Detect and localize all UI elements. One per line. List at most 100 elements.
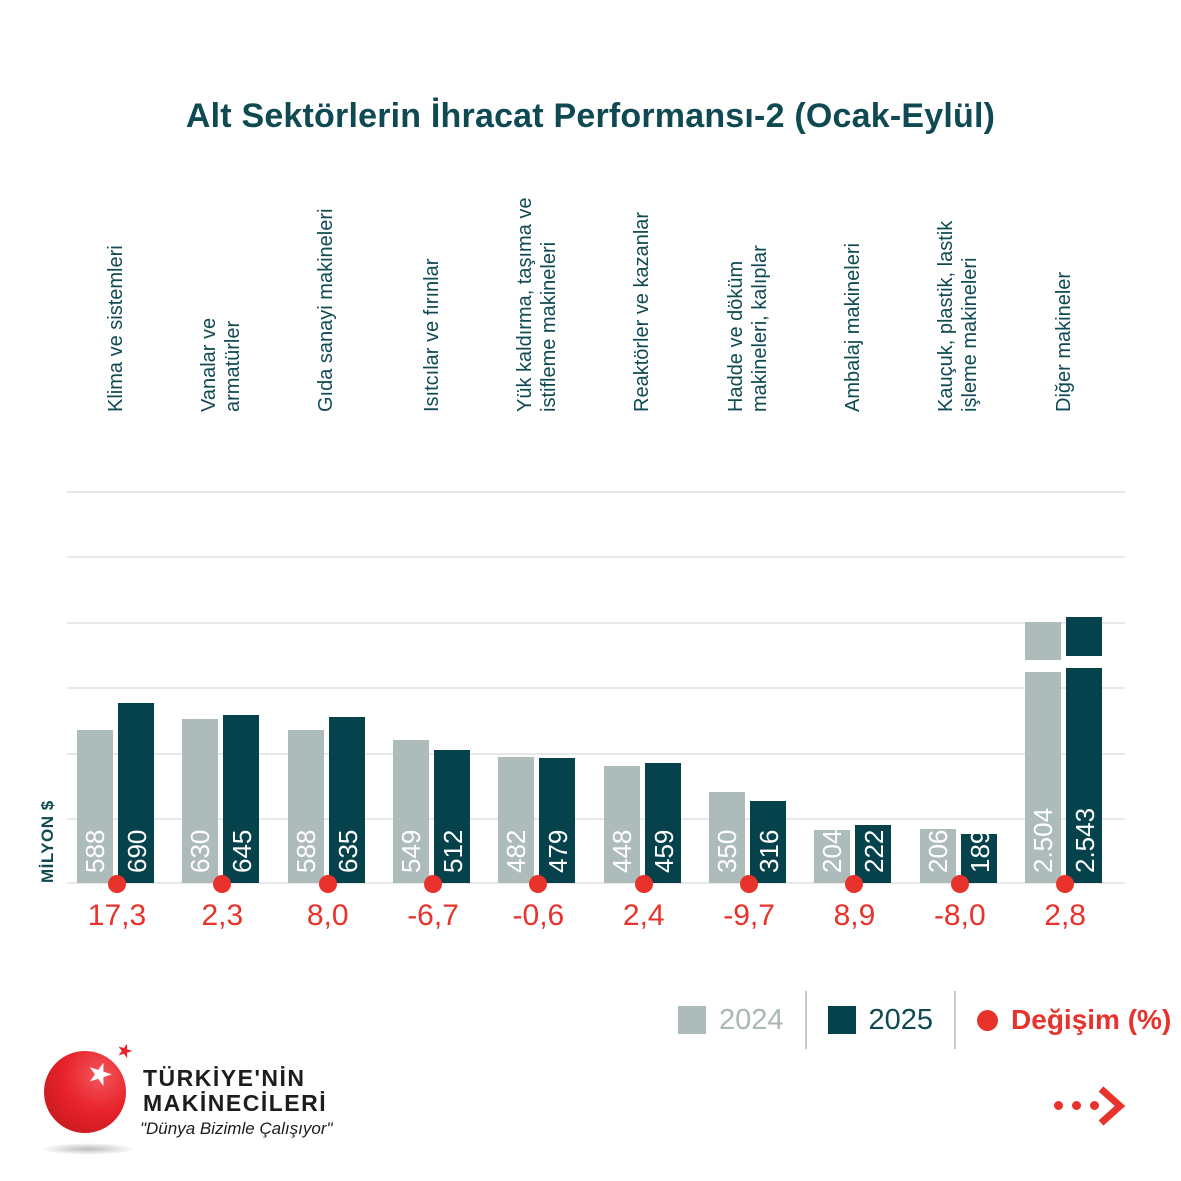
bar-2024 bbox=[498, 757, 535, 883]
gridline bbox=[67, 491, 1125, 493]
bar-value-2025: 189 bbox=[964, 829, 995, 873]
logo-shadow bbox=[40, 1143, 136, 1155]
star-icon: ★ bbox=[113, 1038, 136, 1065]
bar-2024 bbox=[709, 792, 746, 883]
bar-2025 bbox=[328, 717, 365, 883]
next-arrow-icon[interactable] bbox=[1098, 1086, 1126, 1131]
bar-2024 bbox=[393, 740, 430, 883]
change-dot-icon bbox=[529, 875, 548, 893]
brand-logo-icon bbox=[44, 1051, 126, 1133]
legend-swatch-2024-icon bbox=[678, 1006, 706, 1034]
change-percent-label: 17,3 bbox=[87, 899, 147, 932]
change-percent-label: -8,0 bbox=[933, 899, 986, 932]
bar-value-2024: 206 bbox=[922, 829, 953, 873]
bar-2024 bbox=[814, 830, 851, 883]
ellipsis-dot-icon bbox=[1090, 1101, 1099, 1110]
brand-name: TÜRKİYE'NİN MAKİNECİLERİ bbox=[143, 1066, 327, 1116]
y-axis-label: MİLYON $ bbox=[38, 800, 57, 883]
category-label: Gıda sanayi makineleri bbox=[315, 208, 338, 412]
gridline bbox=[67, 556, 1125, 558]
ellipsis-dot-icon bbox=[1054, 1101, 1063, 1110]
bar-2024 bbox=[182, 719, 219, 883]
change-dot-icon bbox=[108, 875, 126, 893]
category-label: Isıtcılar ve fırınlar bbox=[420, 258, 443, 412]
gridline bbox=[67, 818, 1125, 820]
bar-value-2025: 645 bbox=[227, 829, 258, 873]
change-percent-label: 2,3 bbox=[201, 899, 244, 932]
bar-2025 bbox=[223, 715, 260, 883]
bar-2024 bbox=[919, 829, 956, 883]
bar-value-2025: 690 bbox=[122, 829, 152, 873]
change-percent-label: -9,7 bbox=[723, 899, 775, 932]
category-label: Diğer makineler bbox=[1052, 271, 1075, 412]
bar-value-2024: 588 bbox=[290, 829, 321, 873]
category-label: Ambalaj makineleri bbox=[841, 243, 864, 412]
bar-value-2024: 630 bbox=[185, 829, 216, 873]
bar-2025 bbox=[644, 763, 681, 883]
bar-2025 bbox=[1066, 668, 1103, 883]
chart-legend: 2024 2025 Değişim (%) bbox=[678, 991, 1172, 1049]
bar-2025 bbox=[118, 703, 154, 883]
bar-value-2025: 222 bbox=[859, 829, 890, 873]
page-title: Alt Sektörlerin İhracat Performansı-2 (O… bbox=[185, 97, 996, 135]
change-percent-label: 2,4 bbox=[622, 899, 665, 932]
ellipsis-dot-icon bbox=[1072, 1101, 1081, 1110]
change-dot-icon bbox=[845, 875, 864, 893]
legend-label-change: Değişim (%) bbox=[1011, 1004, 1172, 1035]
brand-slogan: "Dünya Bizimle Çalışıyor" bbox=[140, 1119, 333, 1138]
change-dot-icon bbox=[213, 875, 232, 893]
brand-line2: MAKİNECİLERİ bbox=[143, 1090, 328, 1116]
bar-2025 bbox=[434, 750, 471, 883]
bar-value-2025: 479 bbox=[543, 829, 574, 873]
bar-value-2024: 448 bbox=[606, 829, 637, 873]
bar-2025 bbox=[960, 834, 997, 883]
change-dot-icon bbox=[1056, 875, 1075, 893]
gridline bbox=[67, 622, 1125, 624]
bar-value-2025: 512 bbox=[438, 829, 469, 873]
bar-value-2024: 2.504 bbox=[1028, 807, 1059, 873]
bar-2025 bbox=[750, 801, 787, 883]
bar-value-2025: 2.543 bbox=[1070, 807, 1101, 873]
change-dot-icon bbox=[318, 875, 337, 893]
change-dot-icon bbox=[950, 875, 969, 893]
bar-value-2024: 588 bbox=[80, 829, 110, 873]
category-label: Kauçuk, plastik, lastik işleme makineleri bbox=[935, 220, 982, 412]
change-dot-icon bbox=[740, 875, 759, 893]
category-label: Klima ve sistemleri bbox=[104, 245, 127, 412]
legend-change-dot-icon bbox=[977, 1009, 999, 1031]
category-label: Hadde ve döküm makineleri, kalıplar bbox=[724, 245, 771, 412]
category-label: Yük kaldırma, taşıma ve istifleme makinel… bbox=[513, 197, 560, 412]
bar-2024 bbox=[1025, 672, 1062, 883]
bar-2024 bbox=[77, 730, 113, 883]
legend-label-2025: 2025 bbox=[868, 1003, 934, 1036]
category-label: Reaktörler ve kazanlar bbox=[631, 211, 654, 412]
change-percent-label: 2,8 bbox=[1044, 899, 1086, 932]
legend-label-2024: 2024 bbox=[719, 1003, 784, 1036]
gridline bbox=[67, 882, 1125, 884]
change-percent-label: -6,7 bbox=[407, 899, 459, 932]
bar-2025 bbox=[539, 758, 576, 883]
change-dot-icon bbox=[424, 875, 443, 893]
legend-divider bbox=[804, 991, 807, 1049]
bar-2024 bbox=[603, 766, 640, 883]
legend-divider bbox=[954, 991, 957, 1049]
brand-line1: TÜRKİYE'NİN bbox=[143, 1065, 306, 1091]
bar-value-2025: 635 bbox=[332, 829, 363, 873]
bar-2025 bbox=[855, 825, 892, 883]
bar-2025-break-cap bbox=[1066, 617, 1103, 656]
bar-2024-break-cap bbox=[1025, 622, 1062, 660]
gridline bbox=[67, 753, 1125, 755]
bar-value-2024: 549 bbox=[396, 829, 427, 873]
bar-value-2024: 350 bbox=[712, 829, 743, 873]
gridline bbox=[67, 687, 1125, 689]
change-percent-label: -0,6 bbox=[512, 899, 565, 932]
bar-value-2025: 316 bbox=[754, 829, 785, 873]
bar-value-2024: 204 bbox=[817, 829, 848, 873]
bar-value-2025: 459 bbox=[648, 829, 679, 873]
change-dot-icon bbox=[634, 875, 653, 893]
bar-value-2024: 482 bbox=[501, 829, 532, 873]
category-label: Vanalar ve armatürler bbox=[197, 317, 244, 412]
legend-swatch-2025-icon bbox=[827, 1006, 856, 1034]
change-percent-label: 8,0 bbox=[306, 899, 349, 932]
